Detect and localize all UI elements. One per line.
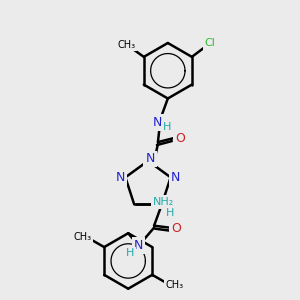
Text: H: H bbox=[163, 122, 171, 132]
Text: CH₃: CH₃ bbox=[166, 280, 184, 290]
Text: Cl: Cl bbox=[204, 38, 215, 48]
Text: CH₃: CH₃ bbox=[73, 232, 92, 242]
Text: N: N bbox=[116, 171, 125, 184]
Text: N: N bbox=[153, 116, 163, 129]
Text: NH₂: NH₂ bbox=[153, 197, 174, 207]
Text: O: O bbox=[171, 222, 181, 235]
Text: N: N bbox=[171, 171, 180, 184]
Text: H: H bbox=[126, 248, 134, 258]
Text: CH₃: CH₃ bbox=[118, 40, 136, 50]
Text: O: O bbox=[175, 132, 185, 145]
Text: N: N bbox=[145, 152, 155, 165]
Text: H: H bbox=[166, 208, 174, 218]
Text: N: N bbox=[134, 239, 143, 252]
